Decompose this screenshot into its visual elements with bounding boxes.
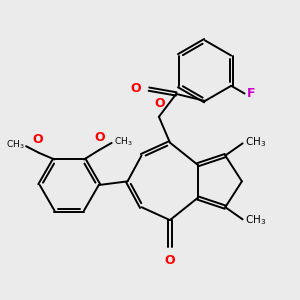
Text: F: F <box>247 87 256 100</box>
Text: O: O <box>154 97 165 110</box>
Text: CH$_3$: CH$_3$ <box>113 136 132 148</box>
Text: O: O <box>94 130 105 144</box>
Text: O: O <box>33 133 43 146</box>
Text: CH$_3$: CH$_3$ <box>245 135 266 149</box>
Text: CH$_3$: CH$_3$ <box>245 214 266 227</box>
Text: O: O <box>165 254 175 267</box>
Text: CH$_3$: CH$_3$ <box>6 139 24 152</box>
Text: O: O <box>130 82 141 95</box>
